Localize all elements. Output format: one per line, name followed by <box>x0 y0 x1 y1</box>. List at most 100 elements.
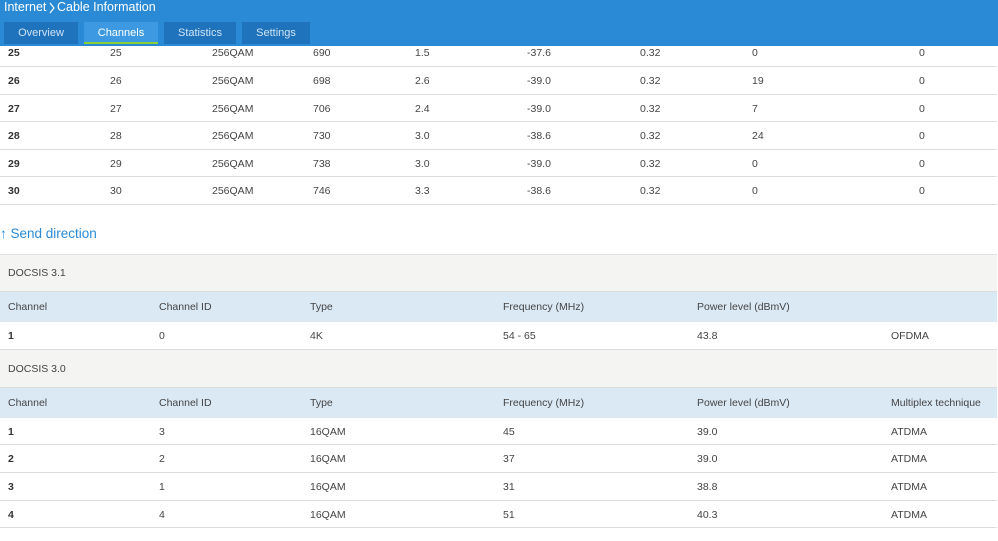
table-cell: 0 <box>752 47 758 60</box>
table-cell: 730 <box>313 130 331 143</box>
table-cell: ATDMA <box>891 425 927 438</box>
column-header: Frequency (MHz) <box>503 396 585 409</box>
table-cell: 30 <box>110 185 122 198</box>
table-row <box>0 418 997 446</box>
table-cell: 4 <box>159 508 165 521</box>
section-title: DOCSIS 3.1 <box>8 267 66 279</box>
table-cell: 2 <box>159 453 165 466</box>
table-cell: OFDMA <box>891 330 929 342</box>
table-row <box>0 178 997 206</box>
tab[interactable]: Overview <box>4 22 78 44</box>
table-cell: 31 <box>503 481 515 494</box>
table-cell: 4 <box>8 508 14 521</box>
table-cell: 40.3 <box>697 508 718 521</box>
table-cell: 3.0 <box>415 157 430 170</box>
table-cell: 26 <box>110 74 122 87</box>
section-header <box>0 349 997 388</box>
table-cell: 0.32 <box>640 47 661 60</box>
table-cell: 16QAM <box>310 508 346 521</box>
table-cell: 0 <box>159 330 165 342</box>
table-row <box>0 150 997 178</box>
table-cell: 1 <box>159 481 165 494</box>
table-cell: 37 <box>503 453 515 466</box>
table-cell: 3 <box>8 481 14 494</box>
column-header: Type <box>310 396 333 409</box>
table-cell: 0.32 <box>640 185 661 198</box>
table-cell: 28 <box>8 130 20 143</box>
breadcrumb-item[interactable]: Internet <box>4 0 47 14</box>
table-cell: 26 <box>8 74 20 87</box>
table-cell: 738 <box>313 157 331 170</box>
table-cell: 27 <box>110 102 122 115</box>
table-row <box>0 501 997 529</box>
table-cell: 27 <box>8 102 20 115</box>
breadcrumb-item: Cable Information <box>57 0 156 14</box>
table-cell: 0.32 <box>640 102 661 115</box>
column-header: Multiplex technique <box>891 396 981 409</box>
table-cell: 706 <box>313 102 331 115</box>
table-cell: 24 <box>752 130 764 143</box>
table-cell: ATDMA <box>891 508 927 521</box>
table-cell: 19 <box>752 74 764 87</box>
table-cell: 256QAM <box>212 47 254 60</box>
table-row <box>0 95 997 123</box>
table-cell: -39.0 <box>527 102 551 115</box>
column-header: Channel ID <box>159 301 212 313</box>
table-cell: -37.6 <box>527 47 551 60</box>
tab[interactable]: Channels <box>84 22 158 44</box>
column-header: Type <box>310 301 333 313</box>
table-row <box>0 445 997 474</box>
tab[interactable]: Settings <box>242 22 310 44</box>
top-bar: Internet Cable Information Overview Chann… <box>0 0 998 46</box>
table-cell: ATDMA <box>891 453 927 466</box>
table-cell: 0 <box>919 157 925 170</box>
table-cell: 256QAM <box>212 157 254 170</box>
table-cell: 698 <box>313 74 331 87</box>
table-cell: 0 <box>919 185 925 198</box>
table-cell: ATDMA <box>891 481 927 494</box>
column-header: Frequency (MHz) <box>503 301 585 313</box>
table-row <box>0 473 997 501</box>
table-cell: 1 <box>8 330 14 342</box>
table-cell: 0 <box>919 130 925 143</box>
table-cell: -39.0 <box>527 157 551 170</box>
section-title: DOCSIS 3.0 <box>8 362 66 375</box>
table-cell: 0 <box>752 185 758 198</box>
table-cell: 16QAM <box>310 481 346 494</box>
table-cell: -38.6 <box>527 185 551 198</box>
section-title: ↑ Send direction <box>0 226 97 241</box>
table-cell: -39.0 <box>527 74 551 87</box>
table-row <box>0 67 997 95</box>
table-cell: 2 <box>8 453 14 466</box>
table-cell: 2.6 <box>415 74 430 87</box>
column-header-row <box>0 292 997 322</box>
tab[interactable]: Statistics <box>164 22 236 44</box>
table-cell: 3 <box>159 425 165 438</box>
table-cell: 256QAM <box>212 102 254 115</box>
breadcrumb-separator <box>49 2 55 14</box>
table-cell: 39.0 <box>697 425 718 438</box>
column-header: Channel <box>8 301 48 313</box>
table-cell: 29 <box>8 157 20 170</box>
table-cell: 0 <box>919 74 925 87</box>
table-cell: 4K <box>310 330 323 342</box>
table-cell: 3.3 <box>415 185 430 198</box>
table-cell: 29 <box>110 157 122 170</box>
table-cell: 746 <box>313 185 331 198</box>
table-cell: 30 <box>8 185 20 198</box>
column-header: Power level (dBmV) <box>697 396 790 409</box>
table-cell: 16QAM <box>310 425 346 438</box>
table-cell: 1 <box>8 425 14 438</box>
table-cell: 16QAM <box>310 453 346 466</box>
table-cell: 0 <box>752 157 758 170</box>
table-cell: 0.32 <box>640 130 661 143</box>
table-cell: 0.32 <box>640 74 661 87</box>
section-header <box>0 254 997 292</box>
table-cell: 54 - 65 <box>503 330 536 342</box>
table-cell: 0 <box>919 102 925 115</box>
table-row <box>0 122 997 150</box>
table-cell: 256QAM <box>212 185 254 198</box>
table-cell: 25 <box>8 47 20 60</box>
column-header: Channel <box>8 396 48 409</box>
